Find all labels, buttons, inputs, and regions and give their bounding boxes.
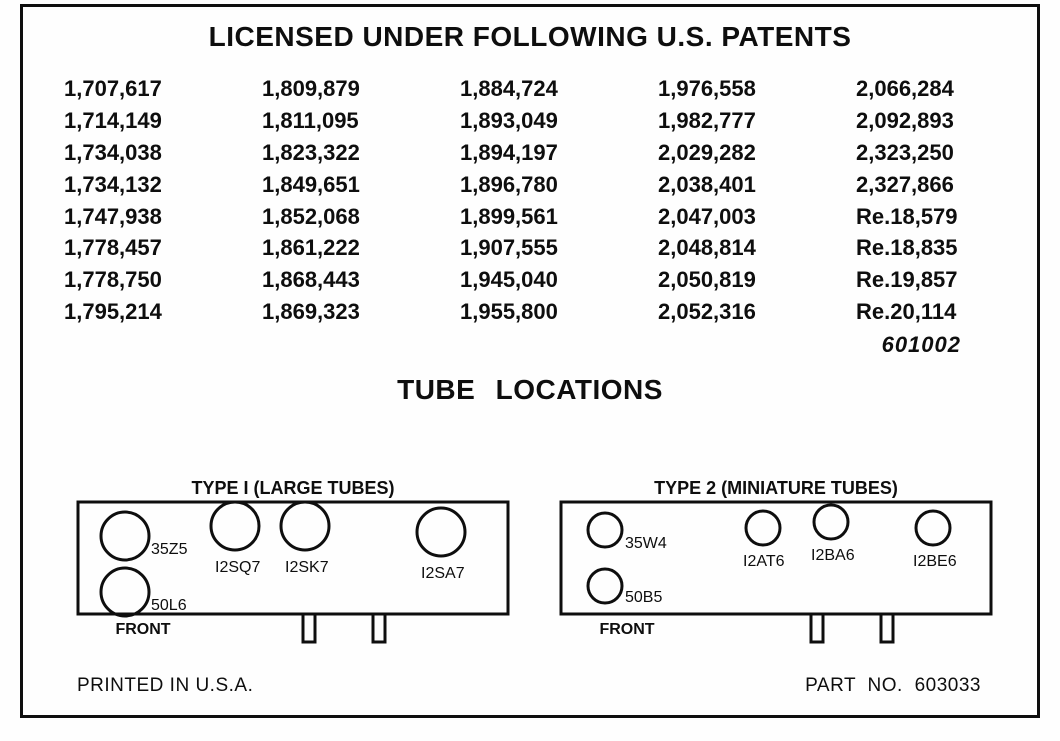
page: LICENSED UNDER FOLLOWING U.S. PATENTS 1,… [0,0,1060,741]
patent-number: 1,778,457 [64,232,162,264]
patent-number: 2,052,316 [658,296,756,328]
patent-number: 1,899,561 [460,201,558,233]
patent-number: 2,092,893 [856,105,954,137]
tube-label: 35W4 [625,535,667,552]
patent-number: 1,982,777 [658,105,756,137]
tube-socket [814,505,848,539]
serial-number: 601002 [23,332,961,358]
patent-number: 1,795,214 [64,296,162,328]
patent-column: 1,976,5581,982,7772,029,2822,038,4012,04… [658,73,798,328]
tube-socket [588,569,622,603]
tube-socket [746,511,780,545]
patent-column: 2,066,2842,092,8932,323,2502,327,866Re.1… [856,73,996,328]
patent-number: 1,852,068 [262,201,360,233]
patent-number: 1,747,938 [64,201,162,233]
chassis-foot [881,614,893,642]
tube-socket [916,511,950,545]
patent-number: 1,734,132 [64,169,162,201]
patent-number: 1,868,443 [262,264,360,296]
panel-title: TYPE I (LARGE TUBES) [191,478,394,498]
front-label: FRONT [599,621,654,638]
patent-number: 1,778,750 [64,264,162,296]
tube-socket [417,508,465,556]
content-frame: LICENSED UNDER FOLLOWING U.S. PATENTS 1,… [20,4,1040,718]
patent-number: 1,861,222 [262,232,360,264]
chassis-foot [811,614,823,642]
patent-number: 1,893,049 [460,105,558,137]
tube-locations-title: TUBE LOCATIONS [23,374,1037,406]
tube-label: I2BA6 [811,547,855,564]
tube-diagram-svg: TYPE I (LARGE TUBES) FRONT 35Z5 I2SQ7 I2SK7 I… [23,474,1037,654]
tube-socket [588,513,622,547]
tube-socket [101,512,149,560]
tube-label: I2SA7 [421,565,465,582]
patent-column: 1,707,6171,714,1491,734,0381,734,1321,74… [64,73,204,328]
tube-label: 50L6 [151,597,187,614]
patent-number: 1,907,555 [460,232,558,264]
patent-number: 2,066,284 [856,73,954,105]
tube-socket [211,502,259,550]
patent-number: 1,896,780 [460,169,558,201]
patent-number: 1,811,095 [262,105,359,137]
patent-number: 1,955,800 [460,296,558,328]
patent-number: 1,976,558 [658,73,756,105]
tube-label: I2SQ7 [215,559,260,576]
tube-label: I2BE6 [913,553,957,570]
patent-number: 2,047,003 [658,201,756,233]
patent-number: 2,048,814 [658,232,756,264]
tube-socket [281,502,329,550]
chassis-foot [303,614,315,642]
patent-column: 1,809,8791,811,0951,823,3221,849,6511,85… [262,73,402,328]
patent-number: Re.20,114 [856,296,956,328]
patent-number: 1,809,879 [262,73,360,105]
tube-label: 35Z5 [151,541,188,558]
patent-number: 2,038,401 [658,169,756,201]
patent-number: Re.18,579 [856,201,958,233]
patents-title: LICENSED UNDER FOLLOWING U.S. PATENTS [23,21,1037,53]
panel-title: TYPE 2 (MINIATURE TUBES) [654,478,898,498]
tube-diagrams: TYPE I (LARGE TUBES) FRONT 35Z5 I2SQ7 I2SK7 I… [23,474,1037,659]
patent-number: Re.19,857 [856,264,958,296]
patent-number: 1,884,724 [460,73,558,105]
patent-number: 1,707,617 [64,73,162,105]
patent-number: 2,323,250 [856,137,954,169]
tube-label: 50B5 [625,589,662,606]
patents-grid: 1,707,6171,714,1491,734,0381,734,1321,74… [23,73,1037,328]
patent-number: 1,945,040 [460,264,558,296]
patent-number: 1,823,322 [262,137,360,169]
patent-number: 1,894,197 [460,137,558,169]
patent-column: 1,884,7241,893,0491,894,1971,896,7801,89… [460,73,600,328]
patent-number: 2,327,866 [856,169,954,201]
printed-in-usa: PRINTED IN U.S.A. [77,675,253,697]
patent-number: 1,734,038 [64,137,162,169]
front-label: FRONT [115,621,170,638]
patent-number: 1,869,323 [262,296,360,328]
tube-label: I2AT6 [743,553,785,570]
tube-label: I2SK7 [285,559,329,576]
patent-number: Re.18,835 [856,232,958,264]
tube-socket [101,568,149,616]
part-number: PART NO. 603033 [805,675,981,697]
chassis-foot [373,614,385,642]
patent-number: 1,849,651 [262,169,360,201]
patent-number: 1,714,149 [64,105,162,137]
patent-number: 2,029,282 [658,137,756,169]
patent-number: 2,050,819 [658,264,756,296]
